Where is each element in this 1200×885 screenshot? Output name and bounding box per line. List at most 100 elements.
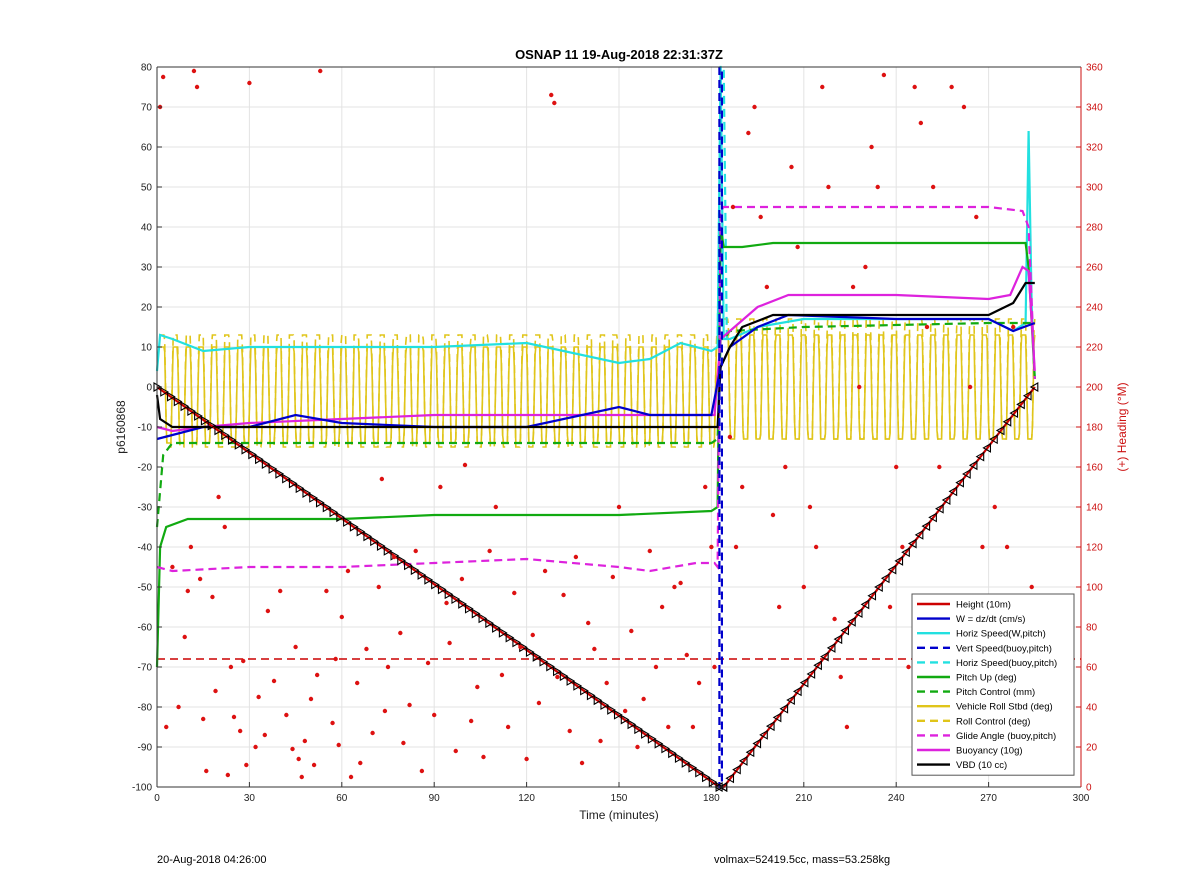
height-marker [738,755,748,766]
right-y-tick-label: 80 [1086,623,1098,634]
heading-point [481,754,486,760]
height-marker [282,473,291,484]
heading-point [225,772,231,778]
height-marker [471,608,481,619]
right-y-tick-label: 300 [1086,183,1103,194]
height-marker [860,599,870,610]
heading-point [967,384,973,390]
heading-point [918,120,924,126]
height-marker [498,627,508,638]
heading-point [930,184,936,190]
height-marker [532,651,542,662]
heading-point [924,324,930,330]
heading-point [358,760,363,766]
heading-point [176,704,181,710]
heading-point [237,728,243,734]
height-marker [302,488,312,498]
height-marker [485,618,494,629]
height-marker [941,495,951,505]
heading-point [709,544,714,550]
heading-point [820,84,825,90]
heading-point [296,756,301,762]
height-marker [867,590,877,601]
height-marker [295,483,305,494]
heading-point [459,576,465,582]
height-marker [214,425,224,436]
height-marker [322,502,332,513]
heading-point [314,672,320,678]
heading-point [974,214,979,220]
height-marker [793,686,802,697]
heading-point [586,620,591,626]
height-marker [725,773,735,784]
x-tick-label: 210 [795,793,812,804]
heading-point [475,684,480,690]
legend-item-w-dz-dt-cm-s: W = dz/dt (cm/s) [956,614,1025,625]
heading-point [265,608,271,614]
legend-item-horiz-speed-w-pitch: Horiz Speed(W,pitch) [956,629,1046,640]
legend-item-horiz-speed-buoy-pitch: Horiz Speed(buoy,pitch) [956,658,1057,669]
heading-point [703,484,708,490]
heading-point [524,756,529,762]
height-marker [417,570,427,580]
height-marker [948,486,958,497]
heading-point [438,484,443,490]
height-marker [160,386,169,397]
height-marker [708,777,718,788]
heading-point [746,130,751,136]
legend: Height (10m) W = dz/dt (cm/s) Horiz Speed(… [911,593,1075,776]
height-marker [813,660,822,671]
y-tick-label: -100 [132,783,152,794]
series-vbd-10-cc [155,281,1035,429]
heading-point [201,716,206,722]
heading-point [453,748,458,754]
x-tick-label: 240 [888,793,905,804]
height-marker [779,703,789,714]
height-marker [765,721,775,732]
height-marker [288,478,298,489]
heading-point [330,720,335,726]
heading-point [869,144,874,150]
heading-point [324,588,329,594]
heading-point [512,590,517,596]
height-marker [505,632,515,643]
height-marker [654,738,664,749]
heading-point [432,712,437,718]
heading-point [844,724,850,730]
heading-point [194,84,200,90]
heading-point [659,604,665,610]
heading-point [758,214,763,220]
height-marker [512,637,522,648]
height-marker [261,459,271,470]
heading-point [598,738,603,744]
legend-item-vbd-10-cc: VBD (10 cc) [956,760,1007,771]
height-marker [702,772,711,783]
y-tick-label: -10 [138,423,153,434]
heading-point [419,768,425,774]
x-tick-label: 300 [1073,793,1090,804]
height-marker [464,603,474,614]
height-marker [647,733,657,744]
height-marker [248,449,257,460]
height-marker [833,634,843,645]
height-marker [786,695,795,705]
heading-point [906,664,911,670]
heading-point [271,678,277,684]
heading-point [653,664,659,670]
heading-point [444,600,449,606]
heading-point [536,700,542,706]
heading-point [348,774,354,780]
y-axis-label: p6160868 [114,400,128,454]
height-marker [847,616,856,627]
heading-point [462,462,468,468]
x-tick-label: 150 [611,793,628,804]
height-marker [234,439,244,450]
heading-point [487,548,492,554]
heading-point [801,584,806,590]
heading-point [684,652,689,658]
height-marker [492,623,501,633]
heading-point [336,742,341,748]
x-tick-label: 270 [980,793,997,804]
height-marker [586,690,596,701]
right-y-tick-label: 320 [1086,143,1103,154]
